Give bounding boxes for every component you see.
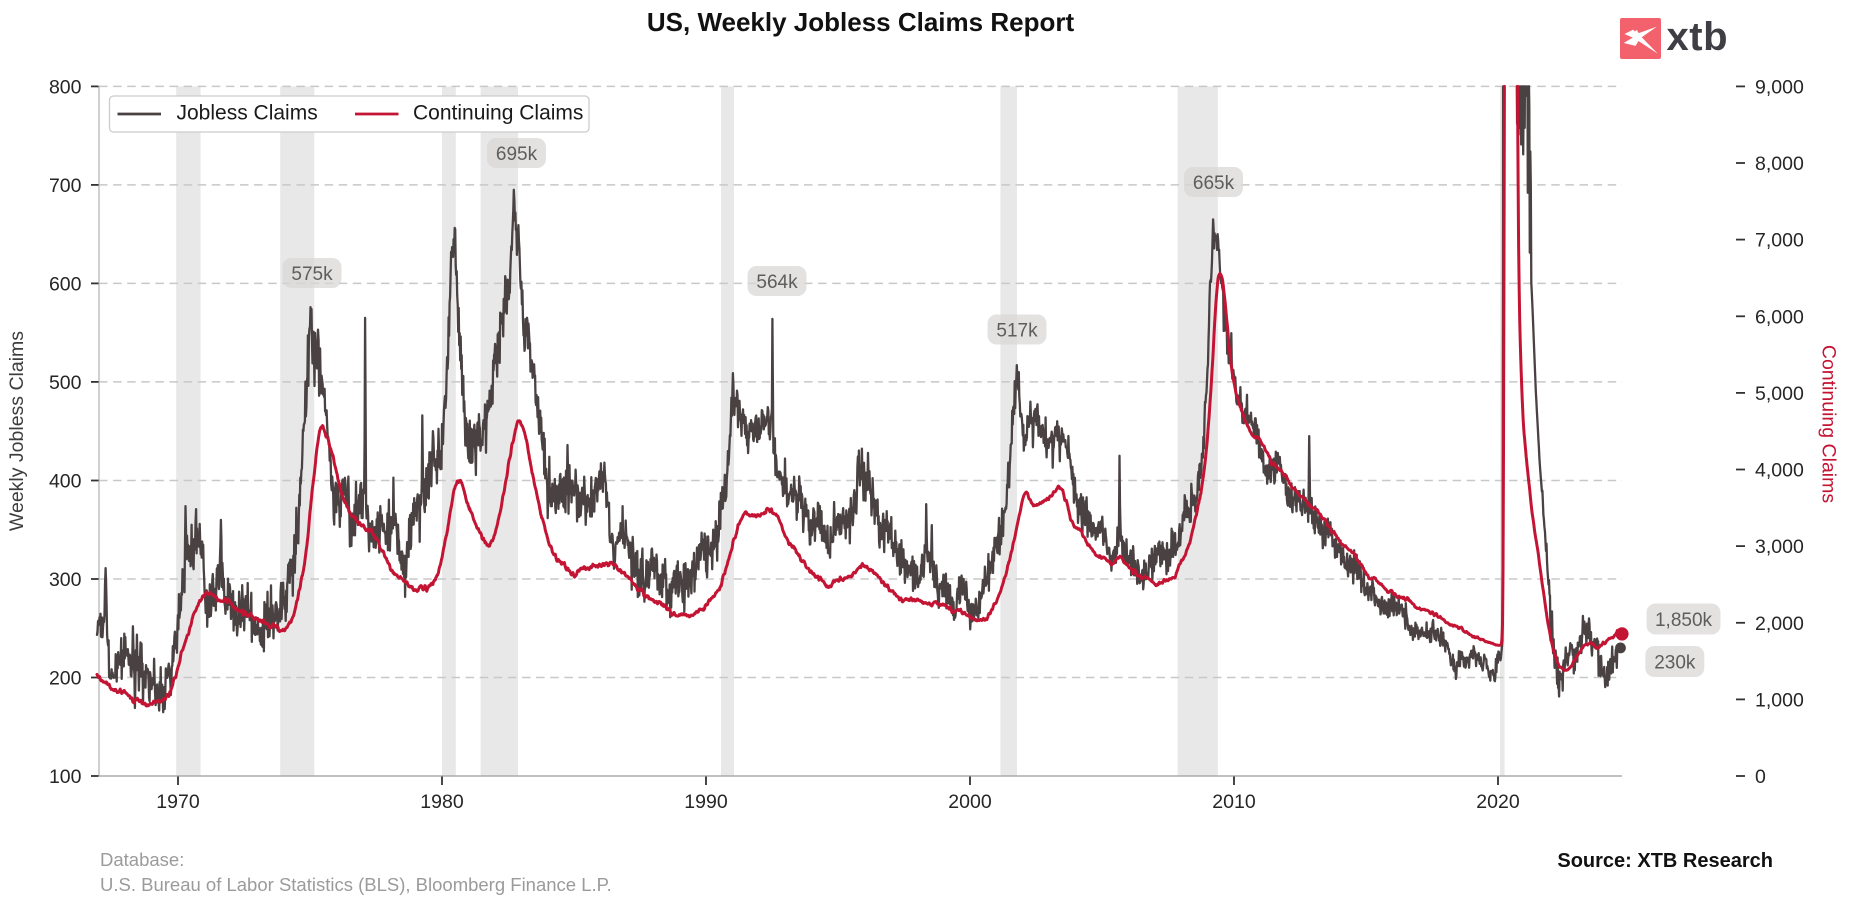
svg-text:200: 200 bbox=[49, 668, 82, 690]
svg-text:800: 800 bbox=[49, 76, 82, 98]
svg-text:100: 100 bbox=[49, 766, 82, 788]
svg-text:2,000: 2,000 bbox=[1755, 613, 1804, 635]
svg-text:2010: 2010 bbox=[1212, 791, 1256, 813]
svg-text:7,000: 7,000 bbox=[1755, 230, 1804, 252]
svg-text:665k: 665k bbox=[1193, 173, 1235, 194]
svg-text:2020: 2020 bbox=[1476, 791, 1520, 813]
svg-text:1980: 1980 bbox=[420, 791, 464, 813]
svg-text:1,850k: 1,850k bbox=[1655, 610, 1713, 631]
svg-text:6,000: 6,000 bbox=[1755, 306, 1804, 328]
svg-text:2000: 2000 bbox=[948, 791, 992, 813]
svg-text:US, Weekly Jobless Claims Repo: US, Weekly Jobless Claims Report bbox=[647, 7, 1075, 37]
svg-text:9,000: 9,000 bbox=[1755, 76, 1804, 98]
svg-text:575k: 575k bbox=[291, 264, 333, 285]
svg-text:600: 600 bbox=[49, 273, 82, 295]
svg-text:564k: 564k bbox=[756, 272, 798, 293]
svg-text:Source: XTB Research: Source: XTB Research bbox=[1557, 850, 1773, 872]
svg-text:1970: 1970 bbox=[156, 791, 200, 813]
svg-text:xtb: xtb bbox=[1667, 15, 1729, 59]
svg-text:500: 500 bbox=[49, 372, 82, 394]
svg-text:700: 700 bbox=[49, 175, 82, 197]
svg-text:300: 300 bbox=[49, 569, 82, 591]
svg-text:695k: 695k bbox=[496, 144, 538, 165]
svg-text:U.S. Bureau of Labor Statistic: U.S. Bureau of Labor Statistics (BLS), B… bbox=[100, 874, 612, 895]
svg-text:4,000: 4,000 bbox=[1755, 460, 1804, 482]
svg-text:Continuing Claims: Continuing Claims bbox=[413, 102, 583, 125]
svg-text:8,000: 8,000 bbox=[1755, 153, 1804, 175]
svg-text:Weekly Jobless Claims: Weekly Jobless Claims bbox=[6, 331, 28, 531]
svg-text:Jobless Claims: Jobless Claims bbox=[177, 102, 318, 125]
svg-text:400: 400 bbox=[49, 471, 82, 493]
svg-text:Continuing Claims: Continuing Claims bbox=[1818, 345, 1840, 503]
svg-text:230k: 230k bbox=[1654, 652, 1696, 673]
svg-text:Database:: Database: bbox=[100, 849, 184, 870]
svg-text:5,000: 5,000 bbox=[1755, 383, 1804, 405]
svg-text:517k: 517k bbox=[996, 320, 1038, 341]
svg-text:1990: 1990 bbox=[684, 791, 728, 813]
svg-text:3,000: 3,000 bbox=[1755, 536, 1804, 558]
svg-text:1,000: 1,000 bbox=[1755, 689, 1804, 711]
svg-text:0: 0 bbox=[1755, 766, 1766, 788]
